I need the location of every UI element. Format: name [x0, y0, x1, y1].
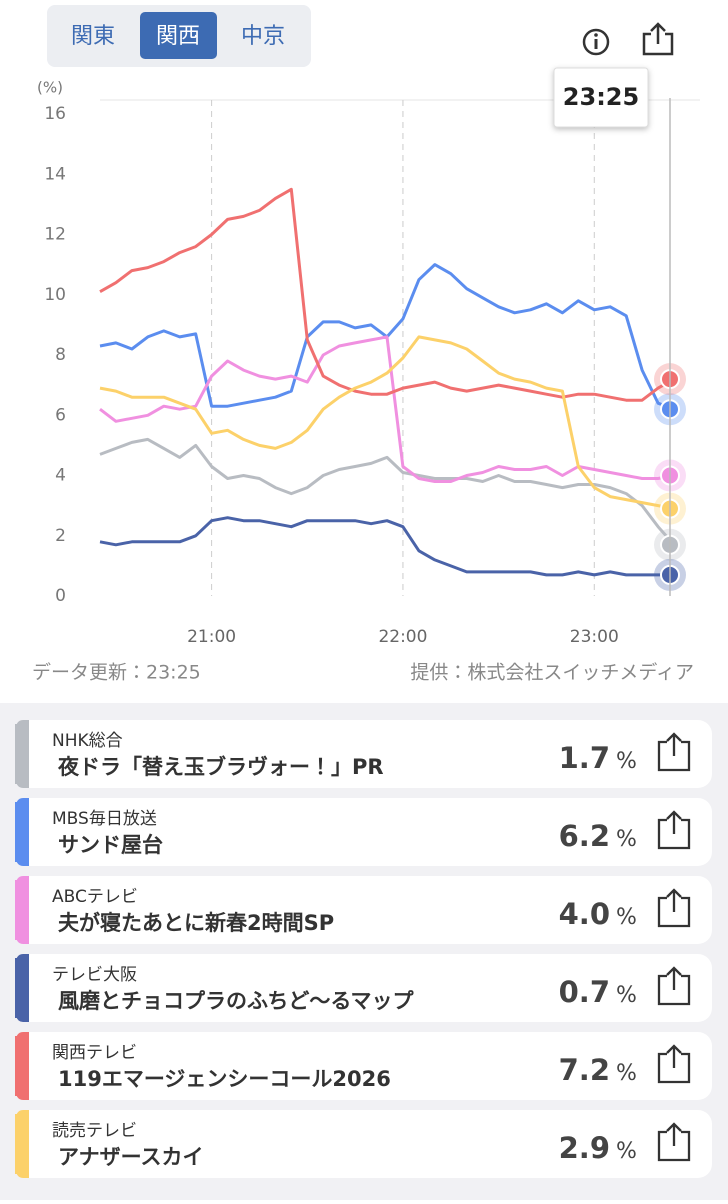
- active-tab: [140, 12, 217, 59]
- share-button[interactable]: [642, 22, 674, 56]
- y-tick-label: 8: [55, 345, 66, 365]
- series-line: [99, 437, 676, 546]
- info-icon: [594, 33, 598, 37]
- row-card: [15, 954, 712, 1022]
- info-icon: [594, 39, 598, 49]
- provider: 提供：株式会社スイッチメディア: [410, 662, 694, 684]
- program-title: 風磨とチョコプラのふちど〜るマップ: [58, 989, 415, 1013]
- rating: 2.9: [559, 1131, 610, 1165]
- channel-color-bar: [15, 958, 23, 1018]
- row-card: [15, 798, 712, 866]
- x-tick-label: 23:00: [570, 627, 619, 647]
- y-tick-label: 6: [55, 405, 66, 425]
- rating-unit: %: [616, 1061, 637, 1086]
- share-icon[interactable]: [657, 966, 691, 1006]
- tab[interactable]: 関西: [156, 24, 200, 49]
- rating-unit: %: [616, 983, 637, 1008]
- channel-name: NHK総合: [52, 731, 123, 751]
- share-icon: [650, 22, 666, 44]
- y-tick-label: 16: [44, 104, 66, 124]
- channel-name: 読売テレビ: [52, 1121, 137, 1141]
- rating-unit: %: [616, 905, 637, 930]
- x-tick-label: 21:00: [187, 627, 236, 647]
- tooltip-time: 23:25: [563, 83, 639, 111]
- rating: 0.7: [559, 975, 610, 1009]
- channel-name: ABCテレビ: [52, 887, 138, 907]
- series-line: [99, 516, 674, 577]
- rating-unit: %: [616, 827, 637, 852]
- channel-color-bar: [15, 1036, 23, 1096]
- x-tick-label: 22:00: [378, 627, 427, 647]
- program-title: 夜ドラ「替え玉ブラヴォー！」PR: [57, 755, 384, 779]
- info-button[interactable]: [582, 28, 610, 56]
- update-time: データ更新：23:25: [32, 662, 201, 684]
- rating-unit: %: [616, 1139, 637, 1164]
- tab[interactable]: 関東: [71, 24, 115, 49]
- info-icon: [582, 28, 610, 56]
- share-icon[interactable]: [657, 810, 691, 850]
- rating: 4.0: [559, 897, 610, 931]
- channel-name: 関西テレビ: [52, 1043, 137, 1063]
- program-title: アナザースカイ: [58, 1145, 204, 1169]
- share-icon[interactable]: [657, 732, 691, 772]
- share-icon[interactable]: [657, 888, 691, 928]
- rating: 6.2: [559, 819, 610, 853]
- share-icon[interactable]: [657, 1122, 691, 1162]
- series-line: [99, 187, 675, 402]
- channel-name: MBS毎日放送: [52, 809, 157, 829]
- y-tick-label: 10: [44, 285, 66, 305]
- program-title: 夫が寝たあとに新春2時間SP: [58, 911, 334, 935]
- series-line: [99, 335, 675, 511]
- y-tick-label: 4: [55, 466, 66, 486]
- row-card: [15, 1110, 712, 1178]
- share-icon[interactable]: [657, 1044, 691, 1084]
- channel-color-bar: [15, 880, 23, 940]
- channel-color-bar: [15, 802, 23, 862]
- share-icon: [642, 32, 674, 56]
- channel-name: テレビ大阪: [52, 965, 137, 985]
- program-title: 119エマージェンシーコール2026: [58, 1067, 391, 1091]
- plot: (%) 0 2 4 6 8 10 12 14 16 21:00 22:00 23:00: [37, 79, 700, 647]
- row-card: [15, 720, 712, 788]
- y-tick-label: 2: [55, 526, 66, 546]
- tooltip: [553, 67, 649, 128]
- series-line: [99, 335, 675, 483]
- channel-color-bar: [15, 724, 23, 784]
- tab[interactable]: 中京: [241, 24, 285, 49]
- program-row[interactable]: 関西テレビ 119エマージェンシーコール2026 7.2%: [15, 1032, 712, 1100]
- y-tick-label: 14: [44, 164, 66, 184]
- y-tick-label: 12: [44, 225, 66, 245]
- row-card: [15, 1032, 712, 1100]
- channel-color-bar: [15, 1114, 23, 1174]
- y-axis-unit: (%): [37, 79, 63, 97]
- rating: 7.2: [559, 1053, 610, 1087]
- row-card: [15, 876, 712, 944]
- rating-unit: %: [616, 749, 637, 774]
- y-tick-label: 0: [55, 586, 66, 606]
- program-title: サンド屋台: [58, 833, 163, 857]
- rating: 1.7: [559, 741, 610, 775]
